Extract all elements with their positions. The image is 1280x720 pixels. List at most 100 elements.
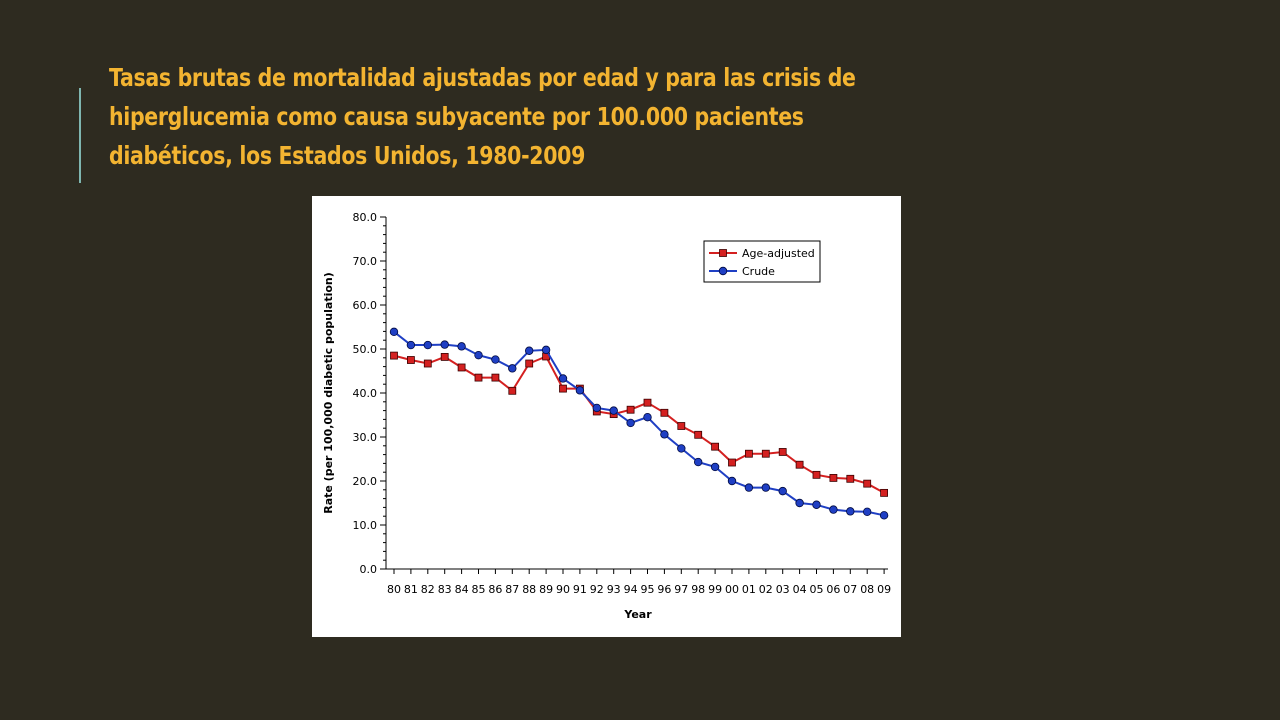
data-point: [761, 483, 770, 492]
series-layer: [389, 327, 889, 520]
data-point: [660, 408, 669, 417]
x-tick-label: 87: [505, 583, 519, 596]
x-tick-label: 98: [691, 583, 705, 596]
x-tick-label: 95: [641, 583, 655, 596]
data-point: [643, 412, 652, 422]
data-point: [863, 479, 872, 488]
y-tick-label: 60.0: [353, 299, 378, 312]
legend: Age-adjusted Crude: [703, 240, 821, 283]
data-point: [491, 373, 500, 382]
data-point: [677, 444, 686, 453]
x-tick-label: 05: [810, 583, 824, 596]
x-tick-label: 94: [624, 583, 638, 596]
data-point: [541, 345, 551, 355]
data-point: [558, 374, 568, 383]
data-point: [744, 483, 754, 492]
y-tick-label: 10.0: [353, 519, 378, 532]
data-point: [423, 340, 432, 350]
x-tick-label: 07: [843, 583, 857, 596]
data-point: [677, 422, 686, 430]
data-point: [559, 384, 567, 393]
data-point: [508, 364, 517, 373]
data-point: [609, 406, 618, 415]
data-point: [778, 448, 787, 456]
data-point: [694, 430, 703, 439]
y-tick-label: 20.0: [353, 475, 378, 488]
y-tick-label: 0.0: [360, 563, 378, 576]
data-point: [524, 346, 534, 355]
y-tick-label: 70.0: [353, 255, 378, 268]
data-point: [406, 340, 416, 350]
series-line: [393, 354, 885, 494]
data-point: [795, 498, 804, 508]
y-axis-title: Rate (per 100,000 diabetic population): [322, 272, 335, 514]
data-point: [660, 430, 669, 439]
line-chart: 0.0 10.0 20.0 30.0 40.0 50.0 60.0 70.0 80.0 80 81…: [322, 211, 891, 621]
data-point: [389, 327, 399, 337]
data-point: [710, 462, 720, 472]
data-point: [457, 342, 466, 351]
y-tick-label: 30.0: [353, 431, 378, 444]
x-tick-label: 82: [421, 583, 435, 596]
x-tick-label: 97: [674, 583, 688, 596]
data-point: [626, 405, 635, 414]
data-point: [778, 486, 787, 496]
x-tick-label: 01: [742, 583, 756, 596]
data-point: [795, 460, 804, 469]
x-tick-label: 96: [657, 583, 671, 596]
data-point: [474, 350, 483, 360]
data-point: [474, 373, 483, 382]
data-point: [863, 507, 872, 516]
data-point: [423, 359, 432, 368]
series-crude: [389, 327, 889, 520]
y-tick-label: 80.0: [353, 211, 378, 224]
x-tick-label: 93: [607, 583, 621, 596]
data-point: [390, 351, 398, 360]
x-axis: 80 81 82 83 84 85 86 87 88 89 90 91 92 93 94 95 96 97 98 99…: [386, 568, 891, 596]
x-tick-label: 90: [556, 583, 570, 596]
x-tick-label: 84: [455, 583, 469, 596]
data-point: [812, 500, 821, 509]
data-point: [812, 470, 821, 479]
x-tick-label: 88: [522, 583, 536, 596]
data-point: [846, 507, 855, 516]
x-tick-label: 89: [539, 583, 553, 596]
series-age-adjusted: [390, 351, 888, 497]
y-axis: 0.0 10.0 20.0 30.0 40.0 50.0 60.0 70.0 80.0: [353, 211, 387, 576]
x-tick-label: 04: [793, 583, 807, 596]
legend-label: Crude: [742, 265, 775, 278]
x-tick-label: 85: [472, 583, 486, 596]
data-point: [508, 386, 517, 395]
data-point: [440, 353, 449, 361]
data-point: [880, 488, 888, 497]
y-tick-label: 40.0: [353, 387, 378, 400]
x-tick-label: 80: [387, 583, 401, 596]
legend-item: Crude: [709, 265, 775, 278]
x-tick-label: 09: [877, 583, 891, 596]
x-tick-label: 92: [590, 583, 604, 596]
x-tick-label: 03: [776, 583, 790, 596]
chart-panel: 0.0 10.0 20.0 30.0 40.0 50.0 60.0 70.0 80.0 80 81…: [312, 196, 901, 637]
x-tick-label: 81: [404, 583, 418, 596]
data-point: [829, 474, 838, 482]
data-point: [407, 356, 415, 364]
data-point: [457, 363, 466, 372]
data-point: [744, 449, 753, 458]
data-point: [761, 449, 770, 458]
x-axis-title: Year: [623, 608, 652, 621]
data-point: [643, 398, 652, 407]
x-tick-label: 91: [573, 583, 587, 596]
legend-marker: [719, 249, 727, 257]
x-tick-label: 99: [708, 583, 722, 596]
x-tick-label: 00: [725, 583, 739, 596]
slide-title: Tasas brutas de mortalidad ajustadas por…: [109, 63, 856, 170]
data-point: [694, 457, 703, 467]
legend-marker: [718, 266, 728, 276]
data-point: [440, 340, 449, 349]
data-point: [829, 505, 838, 514]
data-point: [525, 359, 534, 368]
legend-label: Age-adjusted: [742, 247, 815, 260]
data-point: [879, 511, 889, 520]
y-tick-label: 50.0: [353, 343, 378, 356]
data-point: [491, 355, 500, 364]
